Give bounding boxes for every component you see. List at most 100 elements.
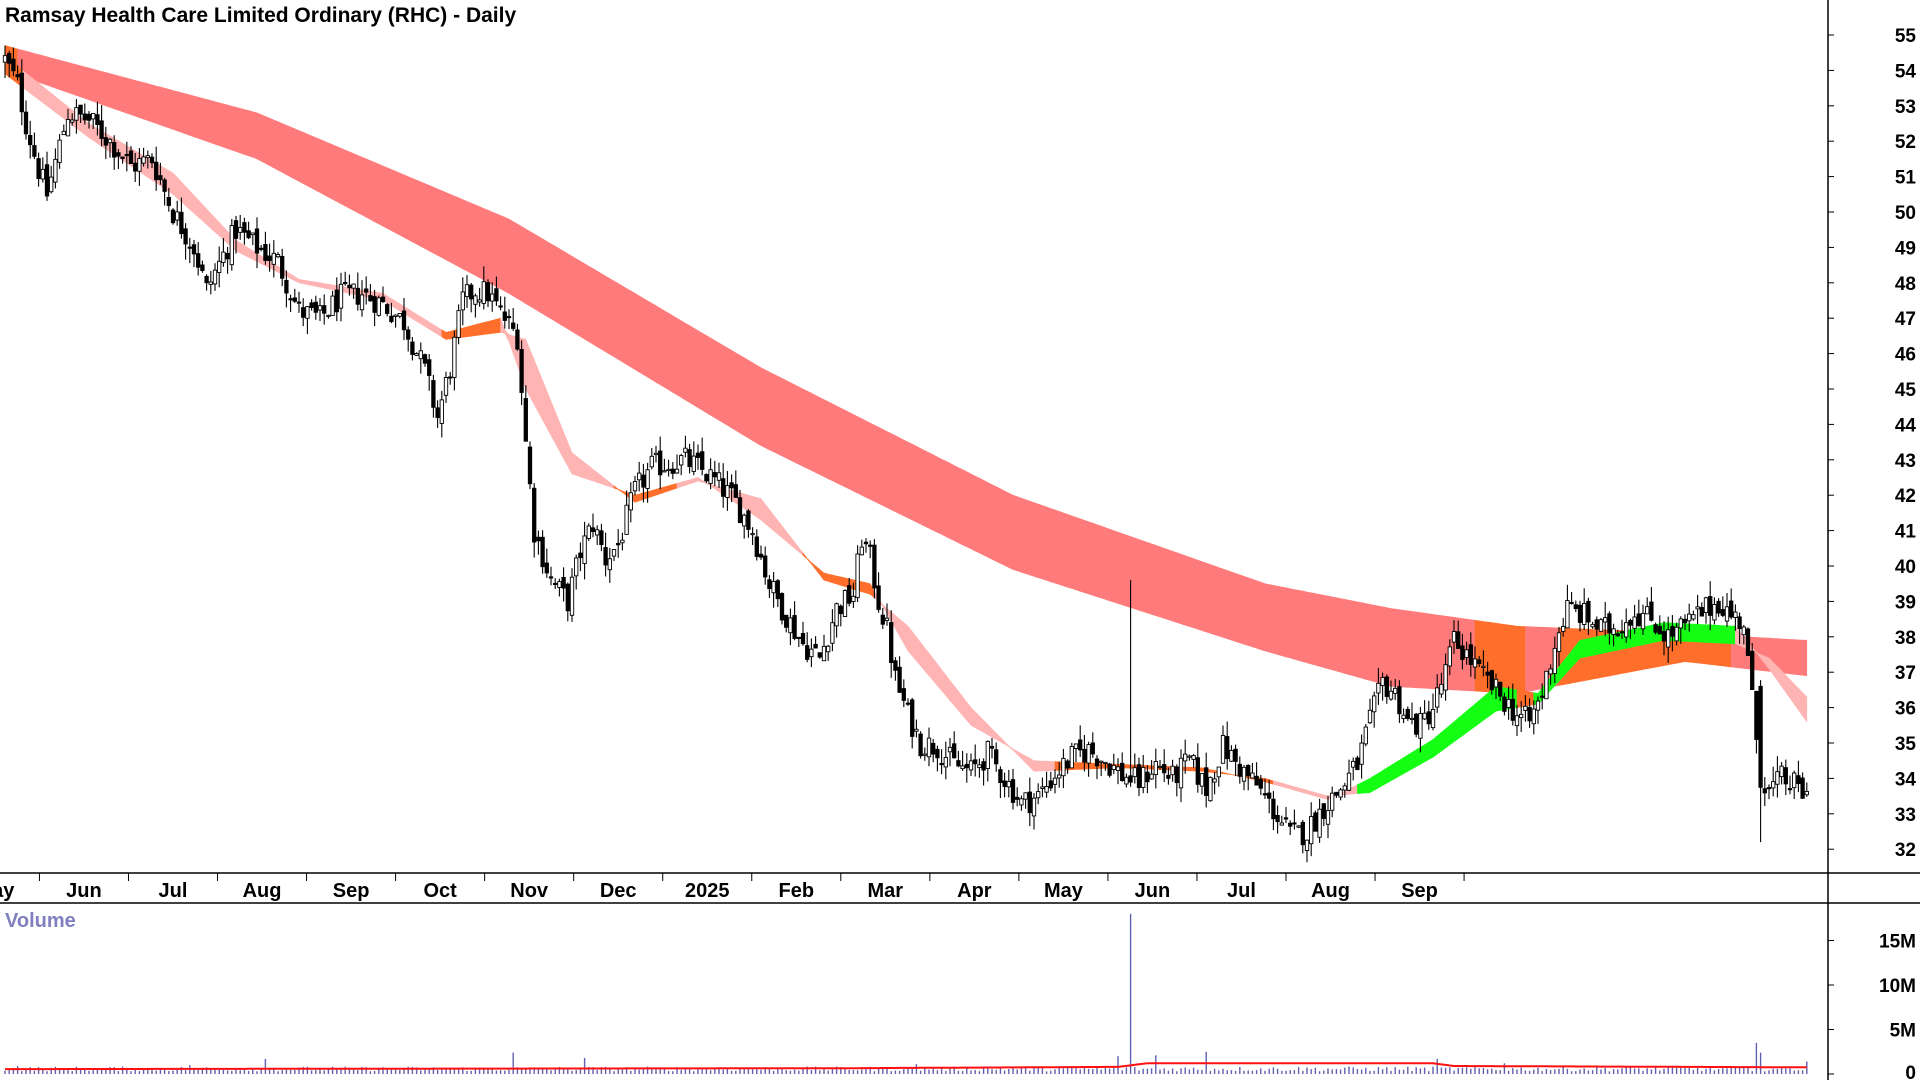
candle: [1430, 693, 1436, 731]
candle: [170, 208, 176, 225]
candle: [145, 150, 150, 169]
candle: [943, 741, 948, 780]
candle: [410, 337, 415, 361]
candle: [620, 532, 625, 551]
candle: [502, 296, 507, 329]
candle: [931, 739, 936, 763]
candle: [70, 113, 75, 126]
candle: [11, 47, 16, 77]
candle: [1002, 772, 1007, 798]
candle: [578, 542, 583, 572]
candle: [1682, 614, 1688, 631]
month-label: Feb: [778, 880, 814, 902]
candle: [1279, 815, 1284, 826]
candle: [246, 221, 251, 240]
candle: [1384, 674, 1389, 704]
candle: [603, 532, 608, 577]
candle: [1594, 616, 1599, 637]
candle: [805, 632, 810, 663]
candle: [1166, 767, 1171, 785]
candle: [750, 527, 755, 545]
candle: [1519, 701, 1524, 733]
month-label: Sep: [1401, 880, 1438, 902]
candle: [767, 575, 772, 599]
candle: [859, 539, 864, 556]
candle: [674, 454, 680, 474]
candle: [116, 148, 121, 169]
candle: [1388, 680, 1394, 701]
candle: [985, 740, 990, 782]
candle: [1716, 598, 1721, 617]
candle: [1229, 745, 1234, 762]
candle: [397, 312, 402, 319]
candle: [527, 441, 533, 490]
candle: [1460, 633, 1465, 670]
candle: [855, 545, 860, 602]
candle: [918, 731, 923, 759]
candle: [477, 287, 482, 307]
volume-moving-average: [5, 1062, 1807, 1071]
candle: [225, 246, 230, 274]
candle: [36, 152, 41, 187]
candle: [1237, 756, 1242, 784]
candle: [372, 290, 377, 327]
candle: [1157, 759, 1163, 770]
candle: [1246, 764, 1251, 791]
candle: [1212, 772, 1217, 795]
candle: [280, 248, 285, 287]
candle: [536, 530, 541, 555]
candle: [284, 270, 289, 308]
candle: [259, 245, 264, 252]
price-tick-label: 36: [1895, 699, 1916, 720]
candle: [1317, 798, 1322, 843]
candle: [1027, 777, 1032, 827]
candle: [242, 217, 247, 245]
candle: [771, 571, 776, 608]
candle: [65, 108, 71, 137]
candle: [1292, 809, 1297, 830]
candle: [1758, 680, 1763, 843]
candle: [74, 99, 79, 134]
candle: [519, 340, 524, 406]
candle: [586, 523, 591, 541]
candle: [1506, 686, 1511, 720]
candle: [431, 374, 436, 418]
candle: [511, 308, 516, 331]
candle: [1296, 825, 1301, 829]
candle: [15, 65, 20, 81]
candle: [1619, 619, 1625, 639]
candle: [901, 679, 906, 708]
candle: [137, 148, 142, 186]
volume-title: Volume: [5, 910, 76, 932]
candle: [1187, 754, 1192, 761]
candle: [44, 151, 50, 201]
candle: [1120, 752, 1125, 782]
candle: [981, 758, 986, 786]
candle: [1128, 580, 1133, 787]
candle: [464, 275, 470, 308]
candle: [1561, 617, 1566, 637]
candle: [624, 490, 629, 535]
candle: [1401, 708, 1406, 724]
band-segment-orange: [441, 317, 501, 340]
candle: [721, 463, 726, 508]
candle: [1724, 593, 1730, 627]
candle: [1468, 632, 1473, 677]
month-label: Dec: [600, 880, 637, 902]
candle: [141, 147, 146, 167]
price-tick-label: 40: [1895, 557, 1916, 578]
candle: [1775, 756, 1780, 798]
candle: [952, 731, 957, 759]
candle: [355, 272, 360, 311]
candle: [376, 295, 381, 317]
candle: [1624, 608, 1629, 643]
price-tick-label: 42: [1895, 486, 1916, 507]
candle: [393, 314, 398, 328]
candle: [427, 354, 432, 391]
candle: [1670, 615, 1675, 652]
candle: [1023, 792, 1028, 809]
candle: [1283, 807, 1289, 824]
candle: [1069, 742, 1074, 769]
candle: [2, 45, 8, 79]
